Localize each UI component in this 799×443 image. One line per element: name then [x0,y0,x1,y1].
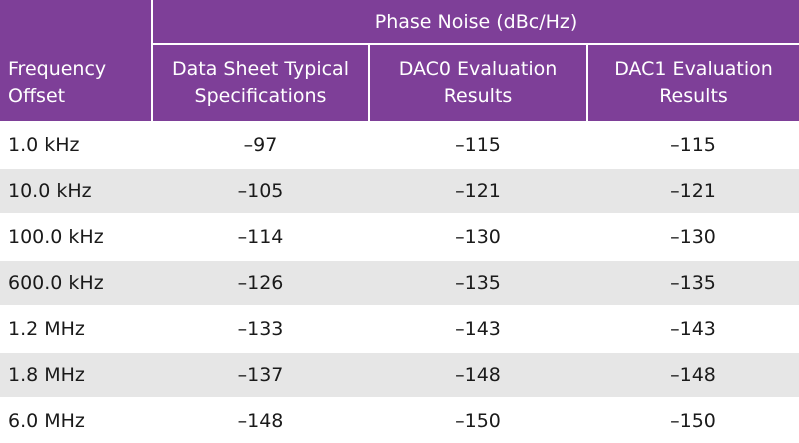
column-header-frequency-offset: Frequency Offset [0,44,152,122]
column-header-line: Data Sheet Typical [172,58,349,80]
data-sheet-cell: –114 [152,213,369,260]
column-header-line: Results [443,85,513,107]
column-header-line: Offset [8,84,66,107]
data-sheet-cell: –148 [152,397,369,443]
column-header-line: Specifications [194,85,327,107]
frequency-offset-cell: 100.0 kHz [0,213,152,260]
super-header-phase-noise: Phase Noise (dBc/Hz) [150,0,799,45]
table-row: 10.0 kHz –105 –121 –121 [0,167,799,214]
dac1-cell: –121 [587,167,799,214]
frequency-offset-cell: 1.8 MHz [0,351,152,398]
dac0-cell: –115 [369,121,587,168]
column-header-line: Frequency [8,57,107,80]
dac0-cell: –150 [369,397,587,443]
dac0-cell: –130 [369,213,587,260]
super-header-blank-cell [0,0,152,44]
column-header-dac1: DAC1 Evaluation Results [585,44,799,122]
table-row: 1.2 MHz –133 –143 –143 [0,305,799,352]
frequency-offset-cell: 10.0 kHz [0,167,152,214]
data-sheet-cell: –137 [152,351,369,398]
table-row: 1.0 kHz –97 –115 –115 [0,121,799,168]
table-row: 600.0 kHz –126 –135 –135 [0,259,799,306]
column-header-data-sheet: Data Sheet Typical Specifications [151,44,369,122]
dac1-cell: –143 [587,305,799,352]
data-sheet-cell: –126 [152,259,369,306]
frequency-offset-cell: 6.0 MHz [0,397,152,443]
frequency-offset-cell: 1.2 MHz [0,305,152,352]
table-row: 6.0 MHz –148 –150 –150 [0,397,799,443]
dac0-cell: –135 [369,259,587,306]
dac1-cell: –150 [587,397,799,443]
dac1-cell: –148 [587,351,799,398]
frequency-offset-cell: 600.0 kHz [0,259,152,306]
table-row: 1.8 MHz –137 –148 –148 [0,351,799,398]
super-header-row: Phase Noise (dBc/Hz) [0,0,799,45]
frequency-offset-cell: 1.0 kHz [0,121,152,168]
column-header-dac0: DAC0 Evaluation Results [368,44,587,122]
data-sheet-cell: –133 [152,305,369,352]
column-header-line: DAC0 Evaluation [398,58,558,80]
dac1-cell: –130 [587,213,799,260]
dac1-cell: –135 [587,259,799,306]
dac0-cell: –121 [369,167,587,214]
data-sheet-cell: –105 [152,167,369,214]
dac0-cell: –148 [369,351,587,398]
column-header-line: Results [659,85,728,107]
dac0-cell: –143 [369,305,587,352]
column-header-row: Frequency Offset Data Sheet Typical Spec… [0,44,799,122]
data-sheet-cell: –97 [152,121,369,168]
column-header-line: DAC1 Evaluation [614,58,773,80]
table-row: 100.0 kHz –114 –130 –130 [0,213,799,260]
dac1-cell: –115 [587,121,799,168]
